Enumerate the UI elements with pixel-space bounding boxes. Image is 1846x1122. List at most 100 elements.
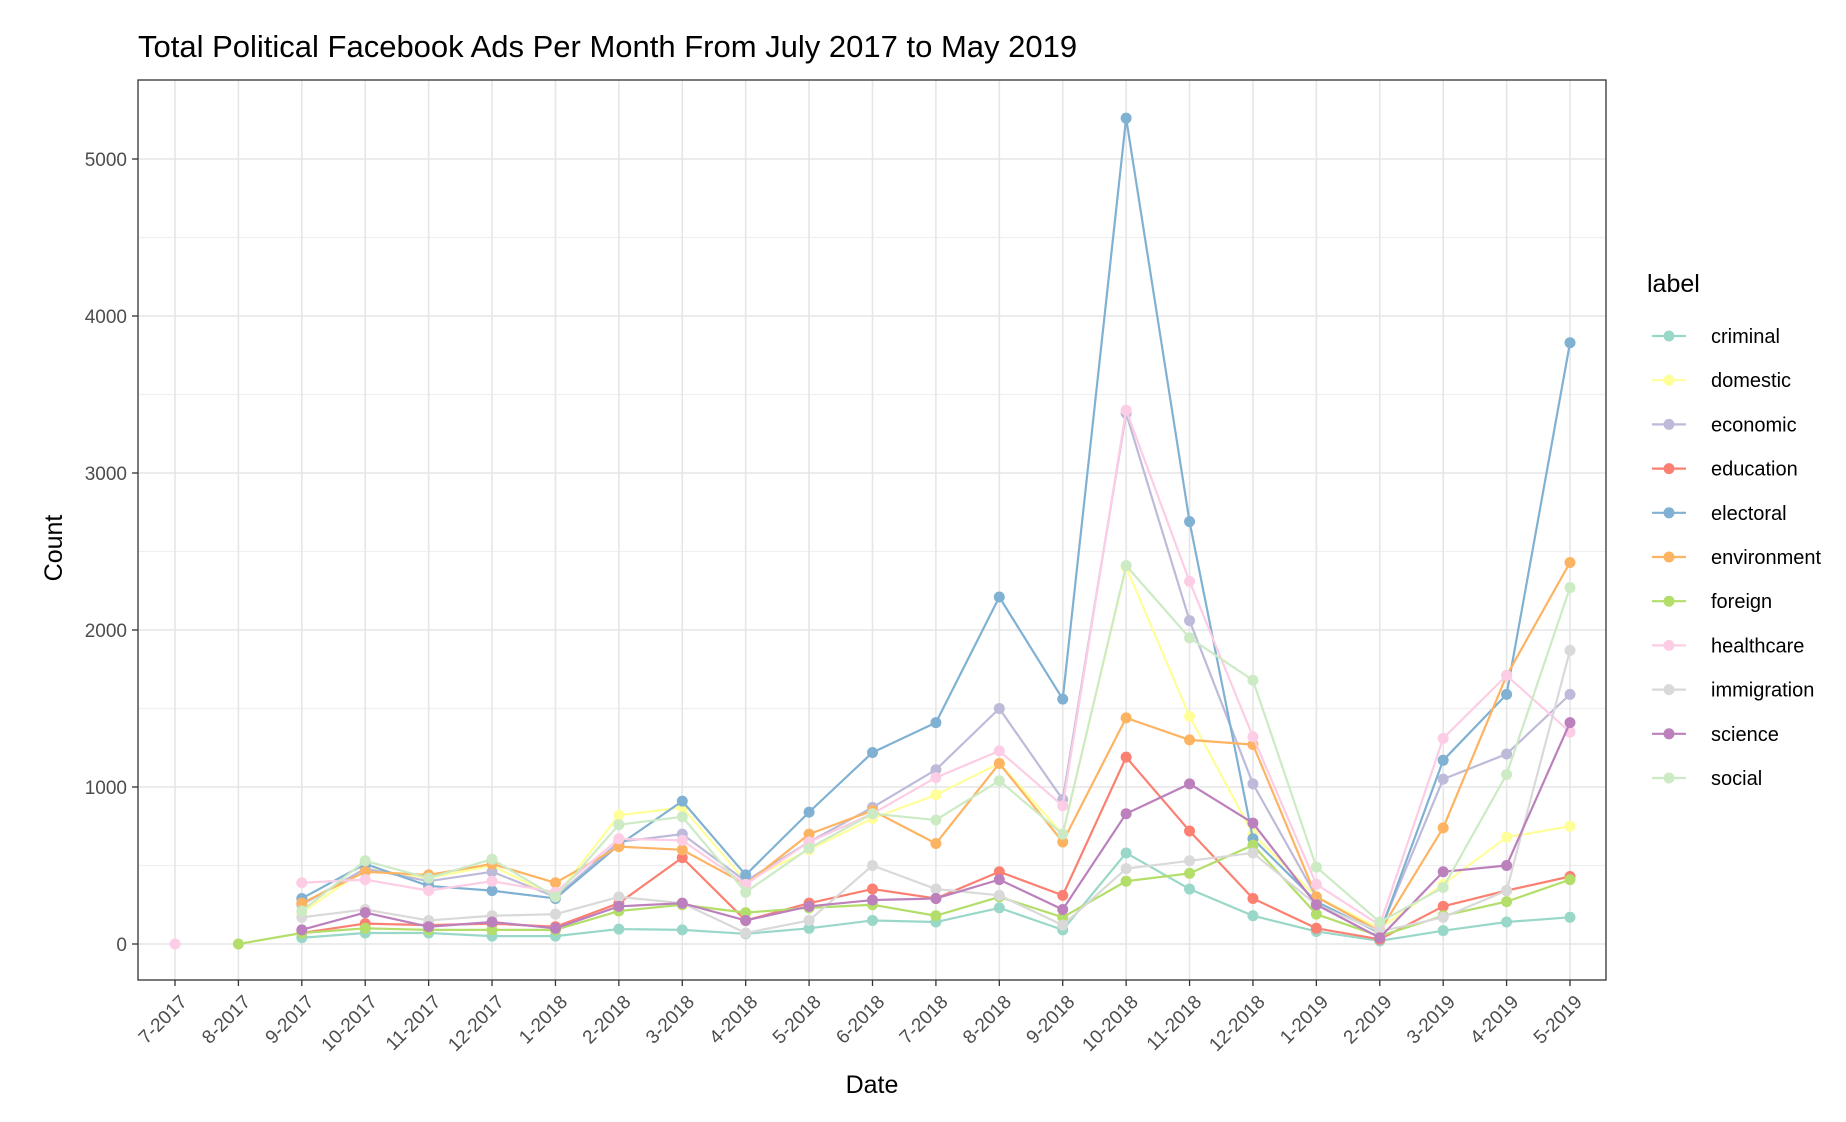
data-point-science: [803, 900, 815, 912]
data-point-foreign: [930, 910, 942, 922]
data-point-education: [867, 883, 878, 895]
chart-title: Total Political Facebook Ads Per Month F…: [138, 29, 1077, 64]
data-point-immigration: [867, 860, 878, 871]
x-axis-title: Date: [846, 1071, 899, 1099]
legend-item-environment: environment: [1652, 547, 1822, 569]
legend-label: immigration: [1711, 680, 1814, 702]
x-tick-label: 5-2019: [1530, 992, 1587, 1049]
data-point-criminal: [676, 924, 688, 936]
data-point-education: [1437, 900, 1449, 912]
legend-item-domestic: domestic: [1652, 370, 1791, 392]
data-point-criminal: [803, 922, 815, 934]
data-point-education: [1247, 892, 1259, 904]
data-point-healthcare: [423, 885, 435, 897]
legend-item-economic: economic: [1652, 414, 1797, 436]
data-point-environment: [676, 844, 688, 856]
x-tick-label: 5-2018: [769, 992, 826, 1049]
data-point-social: [1501, 768, 1513, 780]
x-tick-label: 7-2018: [896, 992, 953, 1049]
legend-label: social: [1711, 768, 1762, 790]
data-point-criminal: [1564, 911, 1576, 923]
data-point-criminal: [1247, 910, 1259, 922]
data-point-immigration: [803, 914, 815, 926]
data-point-criminal: [613, 923, 625, 935]
data-point-electoral: [1057, 693, 1069, 705]
series-science: [296, 717, 1576, 944]
data-point-electoral: [930, 717, 942, 729]
x-tick-label: 1-2019: [1276, 992, 1333, 1049]
legend-swatch-point: [1663, 728, 1675, 740]
data-point-foreign: [1501, 896, 1513, 908]
data-point-healthcare: [613, 833, 625, 845]
data-point-immigration: [1437, 911, 1449, 923]
x-tick-label: 9-2017: [262, 992, 319, 1049]
data-point-science: [993, 874, 1005, 886]
data-point-environment: [1437, 822, 1449, 834]
x-tick-label: 10-2017: [318, 992, 382, 1056]
data-point-science: [867, 894, 878, 906]
legend-swatch-point: [1663, 330, 1675, 342]
data-point-domestic: [1501, 831, 1513, 843]
data-point-foreign: [1120, 875, 1132, 887]
data-point-immigration: [930, 883, 942, 895]
data-point-science: [423, 921, 435, 933]
data-point-science: [1310, 899, 1322, 911]
data-point-environment: [296, 897, 308, 909]
data-point-science: [1247, 817, 1259, 829]
data-point-criminal: [1501, 916, 1513, 928]
series-social: [296, 560, 1576, 928]
data-point-social: [549, 891, 561, 903]
data-point-healthcare: [1310, 878, 1322, 890]
legend-label: healthcare: [1711, 635, 1804, 657]
x-tick-label: 3-2019: [1403, 992, 1460, 1049]
data-point-domestic: [613, 809, 625, 821]
data-point-healthcare: [740, 878, 752, 890]
x-tick-label: 4-2019: [1466, 992, 1523, 1049]
data-point-science: [359, 907, 371, 919]
data-point-foreign: [1057, 911, 1069, 923]
data-point-healthcare: [1437, 732, 1449, 744]
data-point-electoral: [1501, 688, 1513, 700]
data-point-social: [993, 775, 1005, 787]
data-point-environment: [1184, 734, 1196, 746]
data-point-social: [1247, 674, 1259, 686]
x-tick-label: 12-2018: [1205, 992, 1269, 1056]
legend-swatch-point: [1663, 639, 1675, 651]
data-point-social: [1057, 828, 1069, 840]
data-point-foreign: [1564, 874, 1576, 886]
series-line-foreign: [238, 843, 1571, 946]
x-tick-label: 11-2017: [382, 992, 445, 1055]
data-point-social: [1310, 861, 1322, 873]
x-tick-label: 7-2017: [135, 992, 192, 1049]
legend-label: environment: [1711, 547, 1822, 569]
data-point-foreign: [1247, 839, 1259, 851]
data-point-social: [676, 811, 688, 823]
data-point-criminal: [1120, 847, 1132, 859]
data-point-economic: [1247, 778, 1259, 790]
x-tick-label: 8-2017: [198, 992, 255, 1049]
data-point-science: [1437, 866, 1449, 878]
data-point-economic: [1564, 688, 1576, 700]
data-point-foreign: [740, 907, 752, 919]
data-point-domestic: [1564, 820, 1576, 832]
data-point-social: [740, 886, 752, 898]
legend-swatch-point: [1663, 418, 1675, 430]
data-point-immigration: [613, 891, 625, 903]
data-point-science: [1374, 932, 1386, 944]
data-point-immigration: [740, 927, 752, 939]
y-tick-label: 0: [116, 935, 127, 956]
data-point-domestic: [1184, 710, 1196, 722]
data-point-healthcare: [930, 772, 942, 784]
data-point-foreign: [1184, 867, 1196, 879]
data-point-environment: [803, 828, 815, 840]
x-tick-label: 9-2018: [1023, 992, 1080, 1049]
data-point-electoral: [867, 746, 878, 758]
legend-label: criminal: [1711, 326, 1780, 348]
data-point-education: [1057, 889, 1069, 901]
data-point-criminal: [1437, 925, 1449, 937]
data-point-healthcare: [676, 834, 688, 846]
data-point-environment: [549, 877, 561, 889]
legend-label: economic: [1711, 414, 1797, 436]
data-point-science: [1057, 903, 1069, 915]
